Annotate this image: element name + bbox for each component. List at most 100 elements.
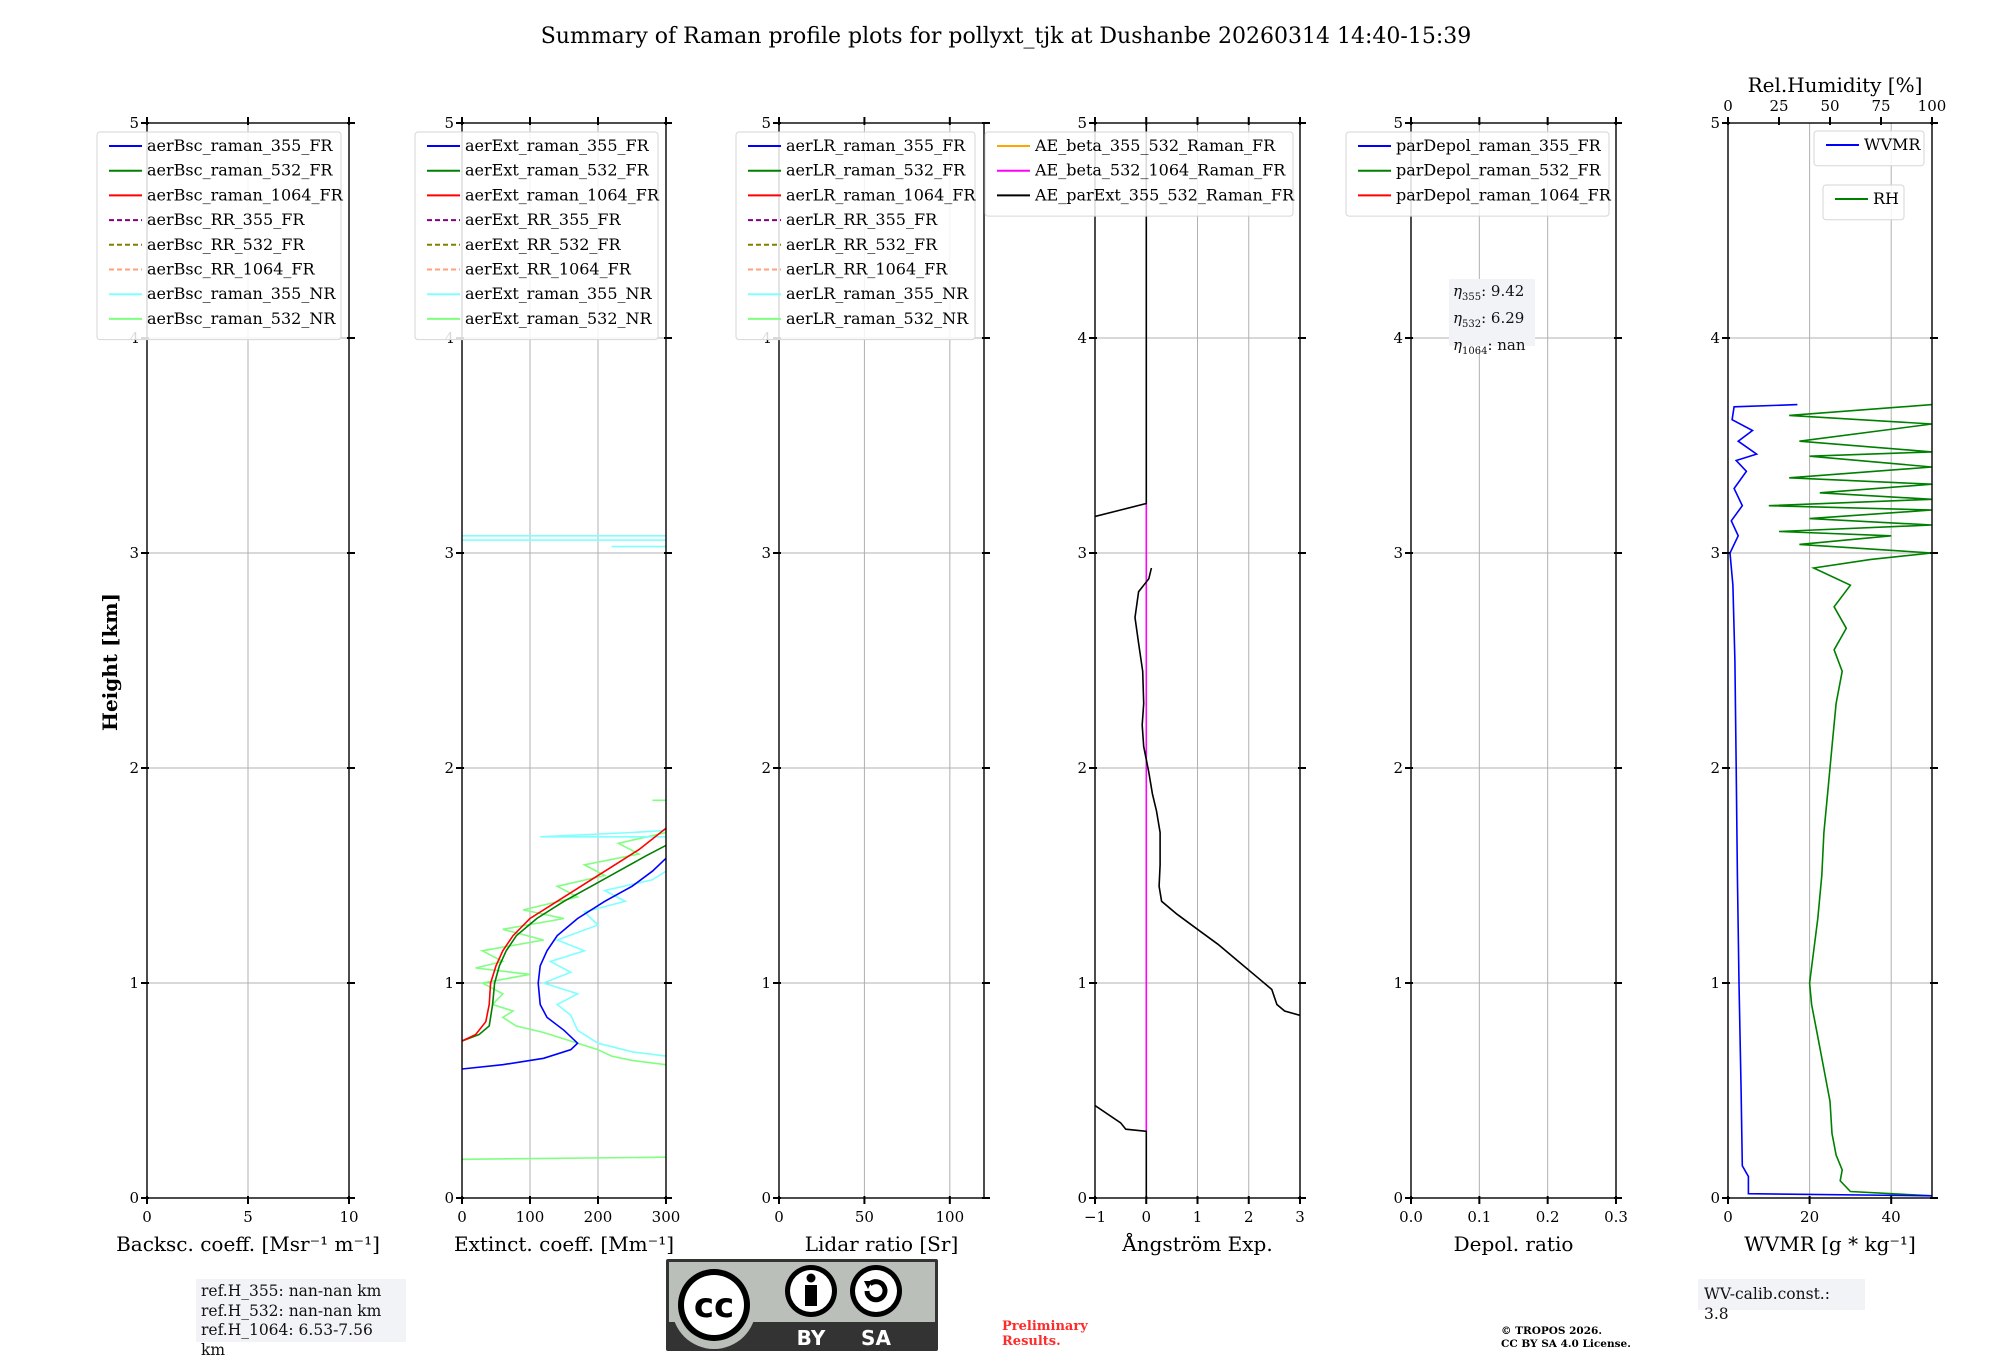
y-tick-label: 5 <box>761 114 771 132</box>
top-x-tick-label: 75 <box>1871 97 1890 115</box>
y-tick-label: 1 <box>444 974 454 992</box>
axes-frame <box>778 122 985 1199</box>
sa-label: SA <box>861 1326 891 1350</box>
top-x-tick-label: 25 <box>1769 97 1788 115</box>
legend-label: AE_beta_532_1064_Raman_FR <box>1034 161 1286 180</box>
x-axis-label: Backsc. coeff. [Msr⁻¹ m⁻¹] <box>116 1232 380 1256</box>
legend-label: aerBsc_raman_532_FR <box>147 161 333 180</box>
cc-mark: cc <box>694 1286 734 1326</box>
legend-label: aerExt_raman_355_NR <box>465 284 653 303</box>
legend-wvmr: WVMR <box>1813 130 1925 167</box>
legend-label: WVMR <box>1864 135 1921 154</box>
x-tick-label: 5 <box>243 1208 253 1226</box>
y-tick-label: 0 <box>1077 1189 1087 1207</box>
y-tick-label: 5 <box>1077 114 1087 132</box>
y-tick-label: 3 <box>1393 544 1403 562</box>
results-label: Results. <box>1002 1334 1061 1349</box>
y-tick-label: 1 <box>1077 974 1087 992</box>
series-line-aerExt_raman_355_NR <box>541 870 666 1057</box>
y-tick-label: 2 <box>761 759 771 777</box>
by-label: BY <box>797 1326 826 1350</box>
legend-frame <box>414 131 659 341</box>
eta-value: : nan <box>1487 336 1526 354</box>
y-tick-label: 1 <box>761 974 771 992</box>
legend-label: aerLR_raman_355_NR <box>786 284 969 303</box>
y-axis-label: Height [km] <box>98 593 122 731</box>
series-line-AE_parExt_355_532_Raman_FR <box>1095 123 1148 518</box>
eta-symbol: η <box>1453 282 1462 300</box>
legend-label: aerExt_raman_355_FR <box>465 136 650 155</box>
legend-label: RH <box>1873 189 1899 208</box>
series-line-aerExt_raman_355_NR <box>540 829 666 838</box>
eta-subscript: 532 <box>1462 319 1482 330</box>
series-line-AE_parExt_355_532_Raman_FR <box>1095 1104 1148 1198</box>
y-tick-label: 3 <box>1077 544 1087 562</box>
legend-label: aerBsc_raman_1064_FR <box>147 185 344 204</box>
x-axis-label: Ångström Exp. <box>1121 1231 1272 1256</box>
legend-label: aerExt_raman_1064_FR <box>465 185 660 204</box>
eta-symbol: η <box>1453 309 1462 327</box>
legend-label: aerExt_raman_532_FR <box>465 161 650 180</box>
legend-label: aerBsc_raman_532_NR <box>147 309 336 328</box>
y-tick-label: 5 <box>444 114 454 132</box>
series-line-RH <box>1768 403 1932 1197</box>
eta-value: : 6.29 <box>1481 309 1525 327</box>
y-tick-label: 4 <box>1393 329 1403 347</box>
legend-label: aerLR_raman_532_FR <box>786 161 966 180</box>
legend-label: aerExt_RR_532_FR <box>465 235 622 254</box>
x-axis-label: Lidar ratio [Sr] <box>805 1232 959 1256</box>
x-tick-label: 0.3 <box>1604 1208 1628 1226</box>
legend-label: aerLR_raman_532_NR <box>786 309 969 328</box>
y-tick-label: 4 <box>1077 329 1087 347</box>
legend-label: aerBsc_RR_1064_FR <box>147 260 316 279</box>
x-tick-label: 0.0 <box>1399 1208 1423 1226</box>
series-line-aerExt_raman_355_FR <box>462 857 666 1070</box>
y-tick-label: 5 <box>129 114 139 132</box>
series-line-aerExt_raman_532_NR <box>462 1156 666 1161</box>
top-x-tick-label: 50 <box>1820 97 1839 115</box>
refh-532: ref.H_532: nan-nan km <box>201 1301 382 1320</box>
x-tick-label: 10 <box>339 1208 358 1226</box>
eta-subscript: 355 <box>1462 292 1482 303</box>
x-tick-label: 300 <box>652 1208 681 1226</box>
y-tick-label: 2 <box>444 759 454 777</box>
eta-line: η355: 9.42 <box>1453 281 1531 308</box>
copyright-line: © TROPOS 2026. <box>1501 1325 1602 1337</box>
x-tick-label: 20 <box>1800 1208 1819 1226</box>
x-tick-label: 0 <box>1723 1208 1733 1226</box>
eta-annotation-box: η355: 9.42 η532: 6.29 η1064: nan <box>1449 279 1535 357</box>
series-line-aerExt_raman_532_NR <box>475 831 666 1066</box>
refh-355: ref.H_355: nan-nan km <box>201 1282 382 1300</box>
y-tick-label: 4 <box>1710 329 1720 347</box>
eta-line: η1064: nan <box>1453 335 1531 362</box>
series-line-AE_parExt_355_532_Raman_FR <box>1134 567 1300 1017</box>
x-tick-label: 0 <box>142 1208 152 1226</box>
y-tick-label: 2 <box>1077 759 1087 777</box>
legend-frame <box>96 131 342 341</box>
x-axis-label: Extinct. coeff. [Mm⁻¹] <box>454 1232 674 1256</box>
reference-height-box: ref.H_355: nan-nan km ref.H_532: nan-nan… <box>196 1279 406 1359</box>
y-tick-label: 1 <box>129 974 139 992</box>
legend-label: aerLR_raman_355_FR <box>786 136 966 155</box>
y-tick-label: 0 <box>1393 1189 1403 1207</box>
legend-label: parDepol_raman_1064_FR <box>1396 185 1612 204</box>
preliminary-label: Preliminary <box>1002 1319 1088 1334</box>
eta-value: : 9.42 <box>1481 282 1525 300</box>
series-line-aerExt_raman_1064_FR <box>462 827 666 1042</box>
y-tick-label: 3 <box>1710 544 1720 562</box>
y-tick-label: 1 <box>1393 974 1403 992</box>
axes-frame <box>1727 122 1933 1199</box>
legend-label: aerBsc_RR_355_FR <box>147 210 305 229</box>
legend-label: parDepol_raman_355_FR <box>1396 136 1602 155</box>
y-tick-label: 2 <box>1710 759 1720 777</box>
x-tick-label: 40 <box>1882 1208 1901 1226</box>
x-tick-label: 0.2 <box>1536 1208 1560 1226</box>
legend-label: aerExt_RR_1064_FR <box>465 260 632 279</box>
panel-lidar_ratio: 012345050100Lidar ratio [Sr]aerLR_raman_… <box>735 114 990 1256</box>
license-line: CC BY SA 4.0 License. <box>1501 1338 1631 1350</box>
legend-label: aerLR_RR_1064_FR <box>786 260 948 279</box>
legend-label: parDepol_raman_532_FR <box>1396 161 1602 180</box>
panel-depol: 0 1 2 3 4 5 0.0 0.1 0.2 0.3 Depol. ratio parDepol_r… <box>1345 114 1628 1256</box>
